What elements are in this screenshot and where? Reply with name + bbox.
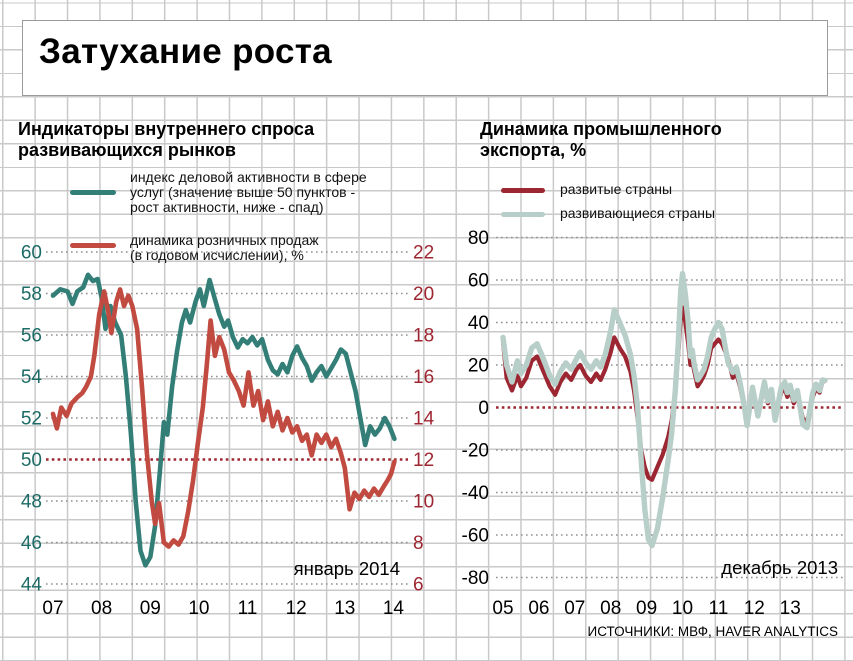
left-chart-x-tick-label: 09 [140, 598, 161, 619]
left-chart-y2-tick-label: 10 [413, 492, 434, 513]
left-chart-x-tick-label: 12 [286, 598, 307, 619]
developed-legend-label: развитые страны [560, 181, 673, 197]
page-title: Затухание роста [39, 32, 332, 71]
left-chart-y2-tick-label: 6 [413, 575, 424, 596]
right-chart-title: Динамика промышленного экспорта, % [480, 119, 722, 160]
left-chart-y2-tick-label: 12 [413, 450, 434, 471]
right-chart-y-tick-label: 40 [468, 313, 489, 334]
left-chart-y-tick-label: 60 [21, 243, 42, 264]
left-chart-y-tick-label: 50 [21, 450, 42, 471]
right-chart-y-tick-label: 0 [478, 398, 489, 419]
right-chart-x-tick-label: 08 [600, 598, 621, 619]
right-chart-x-tick-label: 13 [780, 598, 801, 619]
left-chart-y-tick-label: 44 [21, 575, 43, 596]
left-chart-title-line1: Индикаторы внутреннего спроса [18, 119, 315, 139]
pmi-legend-line3: рост активности, ниже - спад) [130, 199, 324, 215]
emerging-legend-swatch [501, 212, 545, 217]
left-chart-x-tick-label: 07 [42, 598, 63, 619]
left-chart-y-tick-label: 58 [21, 284, 42, 305]
right-chart-annotation: декабрь 2013 [721, 557, 838, 578]
left-chart-x-tick-label: 08 [91, 598, 112, 619]
right-chart-y-tick-label: -80 [462, 568, 489, 589]
pmi-legend-line1: индекс деловой активности в сфере [130, 169, 367, 185]
left-chart-title: Индикаторы внутреннего спроса развивающи… [18, 119, 314, 160]
left-chart-y-tick-label: 54 [21, 367, 43, 388]
left-chart-x-tick-label: 10 [188, 598, 209, 619]
left-chart-x-tick-label: 13 [334, 598, 355, 619]
right-chart-x-tick-label: 05 [492, 598, 513, 619]
source-line: ИСТОЧНИКИ: МВФ, HAVER ANALYTICS [587, 624, 838, 639]
left-chart-y-tick-label: 52 [21, 409, 42, 430]
retail-legend-label: динамика розничных продаж (в годовом исч… [130, 233, 430, 263]
left-chart-y2-tick-label: 8 [413, 533, 424, 554]
right-chart-x-tick-label: 07 [564, 598, 585, 619]
left-chart-x-tick-label: 14 [383, 598, 405, 619]
right-chart-title-line1: Динамика промышленного [480, 119, 722, 139]
left-chart-series-line-1 [50, 287, 397, 549]
left-chart-y2-tick-label: 18 [413, 326, 434, 347]
right-chart-x-tick-label: 06 [528, 598, 549, 619]
left-chart-y2-tick-label: 22 [413, 243, 434, 264]
left-chart-x-tick-label: 11 [238, 598, 258, 619]
right-chart-y-tick-label: -60 [462, 526, 489, 547]
emerging-legend-label: развивающиеся страны [560, 205, 716, 221]
right-chart-y-tick-label: 60 [468, 271, 489, 292]
left-chart-series-line-0 [50, 272, 397, 568]
left-chart-y-tick-label: 56 [21, 326, 42, 347]
right-chart-y-tick-label: -40 [462, 483, 489, 504]
retail-legend-swatch [70, 243, 116, 248]
left-chart-y-tick-label: 46 [21, 533, 42, 554]
right-chart-y-tick-label: 80 [468, 228, 489, 249]
right-chart-y-tick-label: 20 [468, 356, 489, 377]
right-chart-x-tick-label: 11 [709, 598, 729, 619]
left-chart-y2-tick-label: 16 [413, 367, 434, 388]
pmi-legend-label: индекс деловой активности в сфере услуг … [130, 170, 430, 215]
retail-legend-line2: (в годовом исчислении), % [130, 247, 304, 263]
title-band: Затухание роста [22, 20, 828, 96]
pmi-legend-line2: услуг (значение выше 50 пунктов - [130, 184, 356, 200]
right-chart-y-tick-label: -20 [462, 441, 489, 462]
right-chart-x-tick-label: 12 [744, 598, 765, 619]
right-chart-x-tick-label: 10 [672, 598, 693, 619]
right-chart-series-line-1 [500, 270, 828, 549]
left-chart-annotation: январь 2014 [293, 558, 400, 579]
developed-legend-swatch [501, 188, 545, 193]
left-chart-title-line2: развивающихся рынков [18, 139, 236, 160]
right-chart-series-line-0 [500, 305, 828, 482]
retail-legend-line1: динамика розничных продаж [130, 232, 319, 248]
left-chart: 60 22 58 20 56 18 54 16 52 14 50 12 48 10 46 8 44 6 07 08 09… [21, 243, 435, 620]
left-chart-y2-tick-label: 20 [413, 284, 434, 305]
left-chart-y2-tick-label: 14 [413, 409, 435, 430]
left-chart-y-tick-label: 48 [21, 492, 42, 513]
pmi-legend-swatch [70, 190, 116, 195]
right-chart-x-tick-label: 09 [636, 598, 657, 619]
right-chart-title-line2: экспорта, % [480, 139, 587, 160]
